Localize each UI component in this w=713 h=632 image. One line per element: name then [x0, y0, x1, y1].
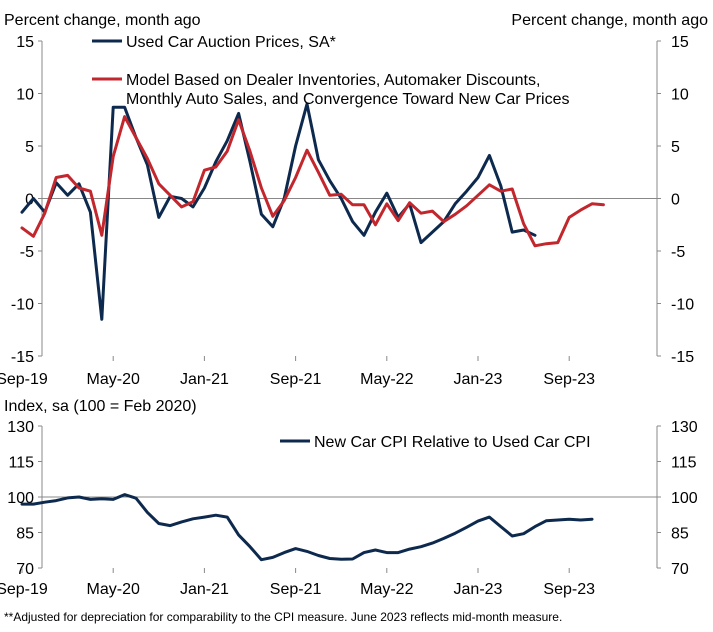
right-axis-title: Percent change, month ago [511, 12, 708, 29]
x-tick-label: Jan-21 [180, 371, 229, 388]
right-tick-label: 15 [671, 34, 689, 51]
left-axis-title: Index, sa (100 = Feb 2020) [4, 398, 197, 415]
left-tick-label: -10 [11, 297, 34, 314]
legend-label: Used Car Auction Prices, SA* [126, 34, 336, 51]
left-tick-label: 85 [16, 526, 34, 543]
right-tick-label: -15 [671, 349, 694, 366]
x-tick-label: May-22 [360, 581, 413, 598]
right-tick-label: 5 [671, 139, 680, 156]
footnote-text: *Adjusted for depreciation for comparabi… [8, 610, 563, 624]
series-line-used-car-auction [20, 102, 537, 321]
footnote: **Adjusted for depreciation for comparab… [4, 610, 562, 624]
footnote-marker: * [4, 610, 9, 624]
legend-label: Model Based on Dealer Inventories, Autom… [126, 72, 569, 108]
left-tick-label: 70 [16, 561, 34, 578]
x-tick-label: Sep-23 [543, 581, 595, 598]
x-tick-label: Jan-21 [180, 581, 229, 598]
right-tick-label: 100 [671, 490, 698, 507]
left-tick-label: 130 [7, 419, 34, 436]
x-tick-label: May-20 [87, 581, 140, 598]
x-tick-label: Sep-21 [270, 371, 322, 388]
left-tick-label: 0 [25, 192, 34, 209]
right-tick-label: 115 [671, 455, 697, 472]
legend-label-line: Monthly Auto Sales, and Convergence Towa… [126, 91, 569, 108]
right-tick-label: 0 [671, 192, 680, 209]
right-tick-label: 70 [671, 561, 689, 578]
legend-label: New Car CPI Relative to Used Car CPI [314, 434, 591, 451]
right-tick-label: 130 [671, 419, 698, 436]
right-tick-label: -5 [671, 244, 685, 261]
left-tick-label: 10 [16, 87, 34, 104]
x-tick-label: Jan-23 [454, 371, 503, 388]
x-tick-label: Sep-19 [0, 371, 48, 388]
right-tick-label: 85 [671, 526, 689, 543]
x-tick-label: Sep-21 [270, 581, 322, 598]
right-tick-label: -10 [671, 297, 694, 314]
left-axis-title: Percent change, month ago [4, 12, 201, 29]
x-tick-label: Sep-19 [0, 581, 48, 598]
legend-label-line: Model Based on Dealer Inventories, Autom… [126, 72, 540, 89]
series-line-model [20, 115, 605, 248]
right-tick-label: 10 [671, 87, 689, 104]
x-tick-label: May-22 [360, 371, 413, 388]
left-tick-label: 5 [25, 139, 34, 156]
left-tick-label: -5 [20, 244, 34, 261]
x-tick-label: Jan-23 [454, 581, 503, 598]
left-tick-label: 115 [8, 455, 34, 472]
x-tick-label: Sep-23 [543, 371, 595, 388]
series-line-new-vs-used-cpi [20, 493, 594, 562]
left-tick-label: 15 [16, 34, 34, 51]
x-tick-label: May-20 [87, 371, 140, 388]
